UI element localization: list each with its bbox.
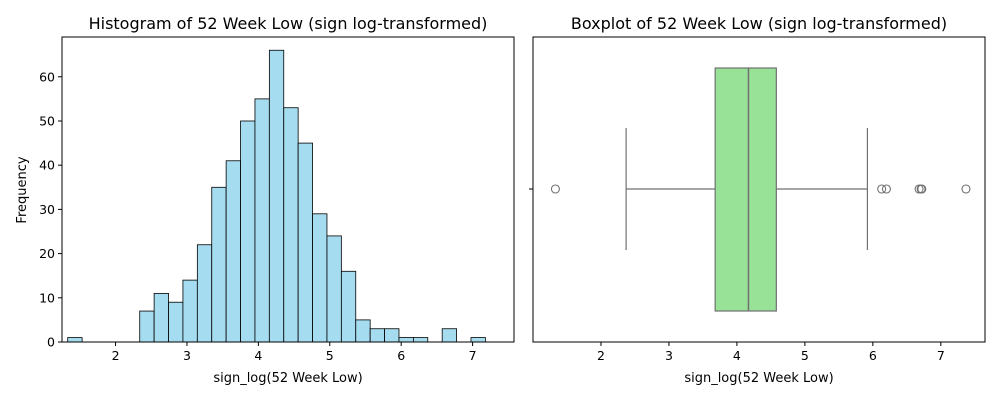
histogram-bar (182, 279, 198, 343)
histogram-bar (326, 235, 342, 343)
histogram-x-tick-label: 2 (112, 348, 120, 363)
histogram-title: Histogram of 52 Week Low (sign log-trans… (89, 14, 488, 33)
boxplot-x-tick-label: 6 (869, 348, 877, 363)
histogram-bar (470, 337, 486, 343)
histogram-y-ticks: 0 10 20 30 40 50 60 (39, 69, 62, 350)
histogram-bar (398, 337, 414, 343)
boxplot-title: Boxplot of 52 Week Low (sign log-transfo… (571, 14, 947, 33)
boxplot-x-tick-label: 2 (597, 348, 605, 363)
histogram-x-tick-label: 6 (397, 348, 405, 363)
histogram-x-ticks: 2 3 4 5 6 7 (112, 342, 477, 363)
histogram-bar (412, 337, 429, 343)
histogram-bar (168, 301, 184, 343)
histogram-bar (240, 120, 256, 343)
boxplot-outlier (917, 184, 927, 194)
boxplot-x-ticks: 2 3 4 5 6 7 (597, 342, 945, 363)
histogram-bar (268, 49, 285, 343)
histogram-x-tick-label: 4 (254, 348, 262, 363)
histogram-bars (67, 49, 486, 343)
histogram-bar (441, 328, 457, 343)
histogram-bar (139, 310, 155, 343)
histogram-bar (67, 337, 83, 343)
histogram-bar (225, 160, 241, 343)
histogram-bar (312, 213, 328, 343)
histogram-x-tick-label: 5 (326, 348, 334, 363)
boxplot-outlier (881, 184, 891, 194)
boxplot-x-tick-label: 3 (665, 348, 673, 363)
boxplot-axes-frame (532, 36, 986, 343)
histogram-bar (254, 98, 270, 343)
histogram-x-axis-label: sign_log(52 Week Low) (213, 371, 362, 386)
boxplot-x-tick-label: 4 (733, 348, 741, 363)
boxplot-x-axis-label: sign_log(52 Week Low) (684, 371, 833, 386)
histogram-y-tick-label: 10 (39, 290, 55, 305)
boxplot-x-tick-label: 5 (801, 348, 809, 363)
boxplot-outlier (961, 184, 971, 194)
histogram-y-tick-label: 40 (39, 158, 55, 173)
histogram-bar (153, 292, 169, 343)
histogram-bar (355, 319, 371, 343)
histogram-y-tick-label: 50 (39, 113, 55, 128)
histogram-y-tick-label: 0 (47, 335, 55, 350)
histogram-bar (283, 107, 299, 343)
histogram-y-tick-label: 20 (39, 246, 55, 261)
histogram-x-tick-label: 7 (469, 348, 477, 363)
boxplot-box (714, 67, 777, 312)
boxplot-panel: Boxplot of 52 Week Low (sign log-transfo… (529, 14, 986, 386)
histogram-panel: Histogram of 52 Week Low (sign log-trans… (15, 14, 515, 386)
histogram-axes-frame (61, 36, 515, 343)
histogram-bar (340, 270, 357, 343)
histogram-bar (369, 328, 385, 343)
histogram-y-tick-label: 60 (39, 69, 55, 84)
boxplot-outlier (877, 184, 887, 194)
boxplot-outlier (550, 184, 560, 194)
boxplot-x-tick-label: 7 (937, 348, 945, 363)
histogram-bar (211, 186, 227, 343)
histogram-bar (297, 142, 313, 343)
boxplot-elements (529, 67, 971, 312)
histogram-bar (384, 328, 400, 343)
histogram-y-axis-label: Frequency (15, 156, 30, 223)
histogram-y-tick-label: 30 (39, 202, 55, 217)
histogram-bar (196, 244, 213, 343)
histogram-x-tick-label: 3 (183, 348, 191, 363)
